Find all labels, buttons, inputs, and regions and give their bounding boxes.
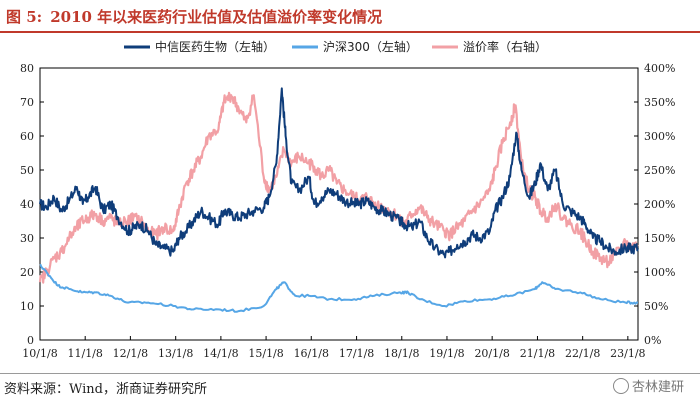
y-right-tick-label: 350% [644,96,675,109]
legend-label-1: 沪深300（左轴） [323,39,418,54]
y-right-tick-label: 0% [644,334,661,347]
legend-label-0: 中信医药生物（左轴） [155,39,275,54]
bottom-rule [0,373,700,374]
y-right-tick-label: 100% [644,266,675,279]
x-tick-label: 13/1/8 [158,347,193,360]
figure-title: 图 5: 2010 年以来医药行业估值及估值溢价率变化情况 [6,6,390,27]
wechat-icon [612,378,629,394]
y-left-tick-label: 60 [20,130,34,143]
x-tick-label: 16/1/8 [294,347,329,360]
source-note: 资料来源：Wind，浙商证券研究所 [4,382,207,397]
x-tick-label: 11/1/8 [67,347,102,360]
y-right-tick-label: 400% [644,62,675,75]
watermark: 杏林建研 [612,376,684,395]
valuation-chart: 中信医药生物（左轴） 沪深300（左轴） 溢价率（右轴） 0 10 20 30 40 50 60… [20,39,675,360]
title-rule [0,31,700,33]
y-right-tick-label: 150% [644,232,675,245]
x-tick-label: 20/1/8 [474,347,509,360]
y-left-tick-label: 40 [20,198,34,211]
x-tick-label: 19/1/8 [429,347,464,360]
x-tick-label: 14/1/8 [203,347,238,360]
x-tick-label: 10/1/8 [22,347,57,360]
x-tick-label: 15/1/8 [248,347,283,360]
y-left-tick-label: 30 [20,232,34,245]
y-left-tick-label: 10 [20,300,34,313]
chart-axes: 0 10 20 30 40 50 60 70 80 0% 50% 100% 150% 200% 250% 30… [20,62,675,360]
x-tick-label: 17/1/8 [339,347,374,360]
figure-label: 图 5: [6,8,43,26]
x-tick-label: 12/1/8 [113,347,148,360]
y-right-tick-label: 200% [644,198,675,211]
y-left-tick-label: 20 [20,266,34,279]
plot-area [38,87,639,313]
series-line-0 [39,87,639,259]
x-tick-label: 21/1/8 [520,347,555,360]
y-left-tick-label: 50 [20,164,34,177]
y-left-tick-label: 70 [20,96,34,109]
watermark-text: 杏林建研 [631,380,684,395]
y-left-tick-label: 0 [27,334,34,347]
series-line-1 [39,263,639,313]
series-line-2 [38,91,639,284]
legend-label-2: 溢价率（右轴） [463,39,547,54]
y-left-tick-label: 80 [20,62,34,75]
y-right-tick-label: 50% [644,300,668,313]
legend: 中信医药生物（左轴） 沪深300（左轴） 溢价率（右轴） [124,39,547,54]
figure-title-text: 2010 年以来医药行业估值及估值溢价率变化情况 [50,8,383,26]
y-right-tick-label: 250% [644,164,675,177]
x-tick-label: 18/1/8 [384,347,419,360]
x-tick-label: 22/1/8 [565,347,600,360]
y-right-tick-label: 300% [644,130,675,143]
x-tick-label: 23/1/8 [610,347,645,360]
